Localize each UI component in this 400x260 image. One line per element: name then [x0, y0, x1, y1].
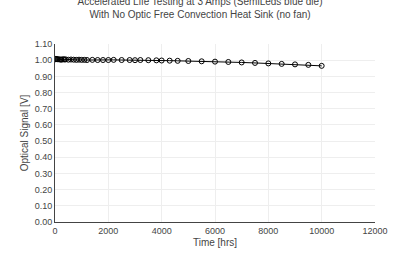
svg-text:12000: 12000 [362, 226, 387, 236]
svg-text:0.60: 0.60 [35, 120, 53, 130]
svg-text:Accelerated Life Testing at 3: Accelerated Life Testing at 3 Amps (Semi… [78, 0, 323, 20]
svg-text:0.40: 0.40 [35, 152, 53, 162]
svg-text:2000: 2000 [98, 226, 118, 236]
svg-text:0.70: 0.70 [35, 104, 53, 114]
svg-text:0.80: 0.80 [35, 88, 53, 98]
svg-text:0.30: 0.30 [35, 169, 53, 179]
svg-text:0.50: 0.50 [35, 136, 53, 146]
svg-text:6000: 6000 [205, 226, 225, 236]
svg-text:Optical Signal [V]: Optical Signal [V] [19, 94, 30, 171]
svg-text:Time [hrs]: Time [hrs] [193, 237, 237, 248]
svg-text:0.90: 0.90 [35, 72, 53, 82]
svg-text:0.20: 0.20 [35, 185, 53, 195]
svg-text:10000: 10000 [309, 226, 334, 236]
svg-text:0.00: 0.00 [35, 217, 53, 227]
svg-text:0: 0 [52, 226, 57, 236]
svg-text:0.10: 0.10 [35, 201, 53, 211]
svg-text:8000: 8000 [258, 226, 278, 236]
svg-text:1.00: 1.00 [35, 55, 53, 65]
svg-text:4000: 4000 [152, 226, 172, 236]
svg-text:1.10: 1.10 [35, 39, 53, 49]
